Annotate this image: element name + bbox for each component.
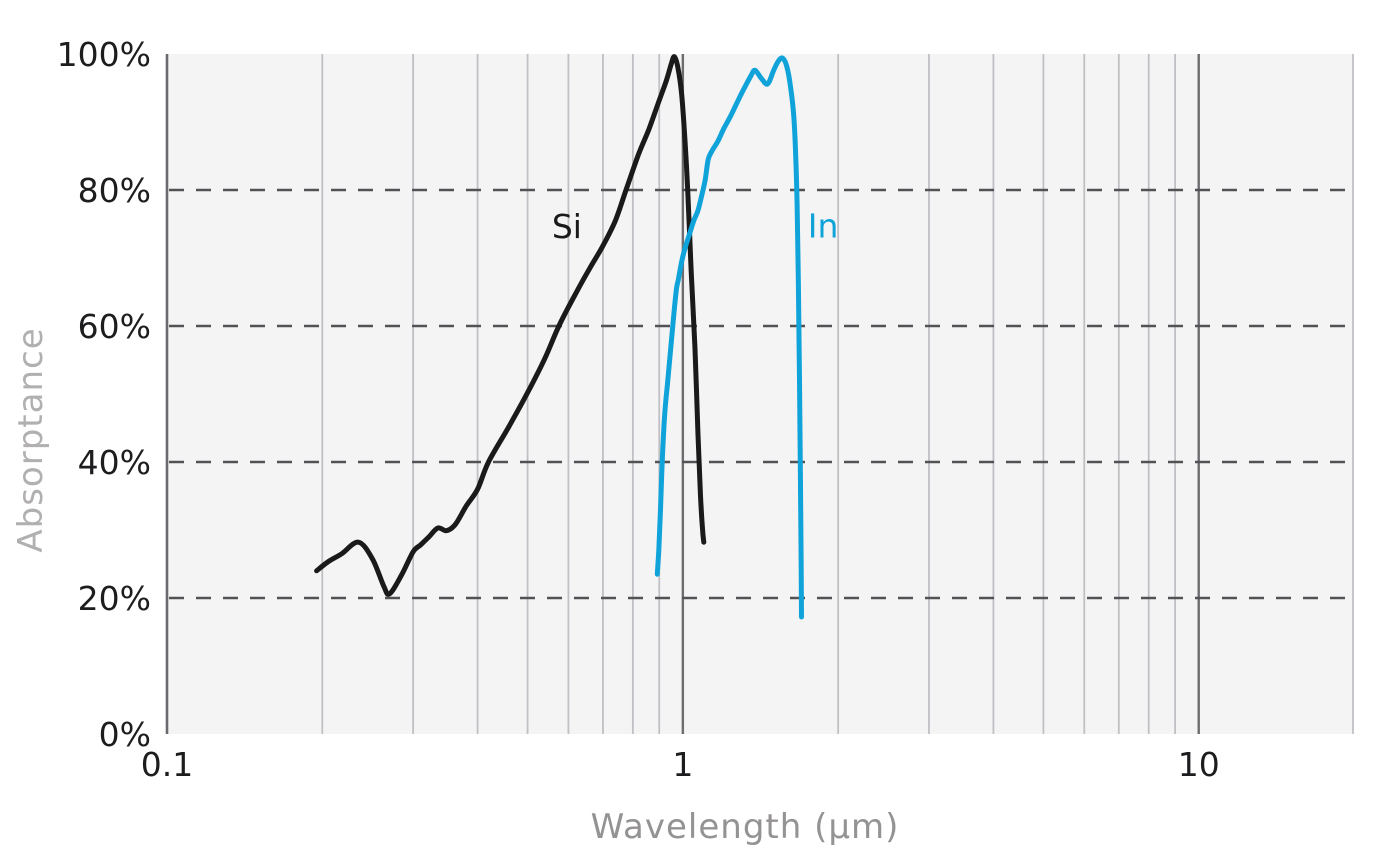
- y-tick-label: 100%: [57, 35, 151, 74]
- y-tick-label: 0%: [99, 715, 151, 754]
- in-curve: [654, 55, 804, 620]
- x-axis-title: Wavelength (μm): [591, 807, 900, 847]
- y-tick-label: 80%: [78, 171, 151, 210]
- series-label-in: In: [808, 206, 839, 245]
- x-tick-label: 1: [672, 745, 693, 784]
- series-label-si: Si: [552, 207, 582, 246]
- x-tick-label: 0.1: [141, 745, 193, 784]
- y-tick-label: 60%: [78, 307, 151, 346]
- plot-area: [167, 54, 1354, 734]
- y-tick-label: 40%: [78, 443, 151, 482]
- y-axis-title: Absorptance: [11, 327, 51, 552]
- y-tick-label: 20%: [78, 579, 151, 618]
- si-curve: [314, 54, 707, 597]
- x-tick-label: 10: [1178, 745, 1220, 784]
